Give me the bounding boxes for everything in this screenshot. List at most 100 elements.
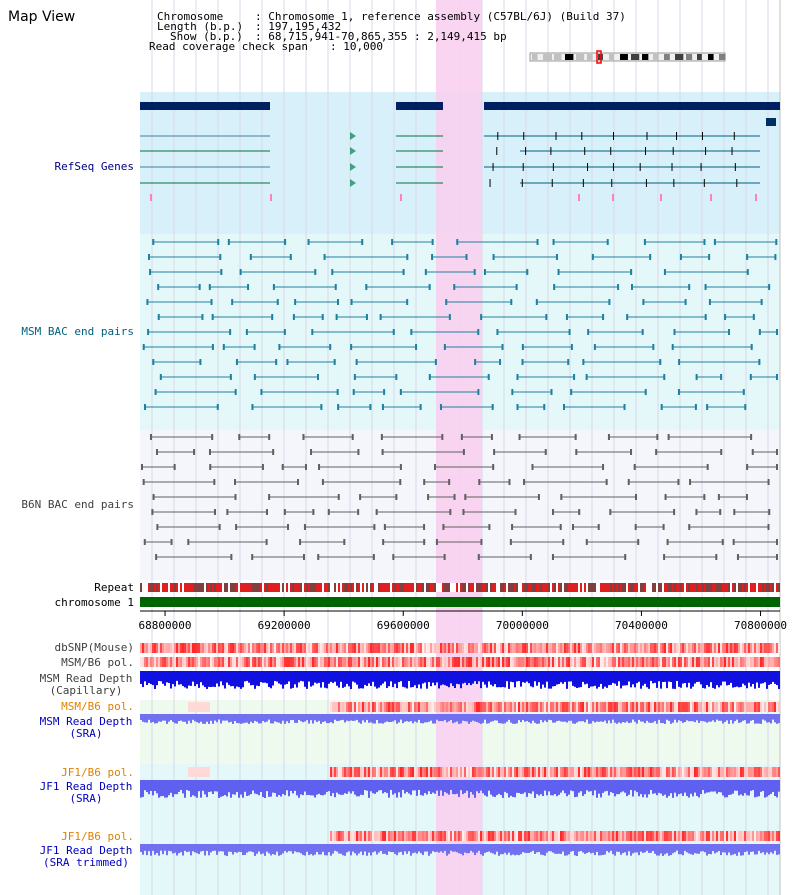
msm-bac-pair-end (253, 344, 256, 350)
msm-pol-sra-heat (516, 702, 518, 712)
jf1-depth-label[interactable]: JF1 Read Depth (SRA) (36, 781, 136, 805)
jf1-depth-bar (592, 780, 594, 796)
repeat-mark (254, 583, 256, 592)
jf1-pol-heat (546, 767, 548, 777)
jf1-depth-trim-bar (170, 844, 172, 852)
jf1-depth-trim-bar (760, 844, 762, 854)
b6n-bac-pair-end (732, 539, 735, 545)
dbsnp-heat (360, 643, 362, 653)
jf1-pol-trim-heat (610, 831, 612, 841)
jf1-depth-trim-bar (522, 844, 524, 853)
msm-depth-sra-bar (260, 714, 262, 724)
msm-depth-sra-bar (166, 714, 168, 724)
dbsnp-heat (558, 643, 560, 653)
msm-depth-sra-bar (696, 714, 698, 721)
msm-bac-track-label[interactable]: MSM BAC end pairs (21, 325, 134, 338)
msm-bac-pair-end (582, 359, 585, 365)
msm-depth-capillary-bar (526, 671, 528, 682)
jf1-depth-bar (352, 780, 354, 792)
msm-depth-sra-bar (516, 714, 518, 724)
b6n-bac-pair-end (281, 464, 284, 470)
jf1-depth-trim-bar (736, 844, 738, 856)
msm-pol-track-label[interactable]: MSM/B6 pol. (61, 656, 134, 669)
jf1-pol-heat (476, 767, 478, 777)
msm-depth-sra-label[interactable]: MSM Read Depth (SRA) (36, 716, 136, 740)
jf1-depth-trim-bar (566, 844, 568, 856)
repeat-mark (230, 583, 232, 592)
dbsnp-heat (534, 643, 536, 653)
msm-pol-heat (416, 657, 418, 667)
repeat-mark (420, 583, 422, 592)
jf1-pol-heat (662, 767, 664, 777)
msm-depth-capillary-bar (744, 671, 746, 686)
msm-pol-sra-heat (382, 702, 384, 712)
repeat-mark (372, 583, 374, 592)
jf1-depth-trim-bar (308, 844, 310, 856)
msm-bac-pair-end (286, 359, 289, 365)
dbsnp-heat (528, 643, 530, 653)
b6n-bac-pair-end (572, 524, 575, 530)
jf1-pol-heat (600, 767, 602, 777)
msm-depth-capillary-bar (536, 671, 538, 686)
b6n-bac-pair-end (302, 434, 305, 440)
dbsnp-heat (330, 643, 332, 653)
msm-pol-heat (414, 657, 416, 667)
msm-depth-capillary-bar (740, 671, 742, 687)
jf1-depth-bar (334, 780, 336, 798)
msm-pol-sra-heat (674, 702, 676, 712)
jf1-depth-bar (730, 780, 732, 795)
msm-depth-capillary-bar (340, 671, 342, 682)
repeat-mark (224, 583, 226, 592)
b6n-bac-track-label[interactable]: B6N BAC end pairs (21, 498, 134, 511)
jf1-pol-trimmed-label[interactable]: JF1/B6 pol. (61, 830, 134, 843)
jf1-depth-trim-bar (420, 844, 422, 854)
repeat-track-label[interactable]: Repeat (94, 581, 134, 594)
dbsnp-heat (448, 643, 450, 653)
msm-bac-pair-end (289, 254, 292, 260)
msm-depth-capillary-label[interactable]: MSM Read Depth (Capillary) (36, 673, 136, 697)
jf1-pol-trim-heat (716, 831, 718, 841)
dbsnp-heat (160, 643, 162, 653)
msm-depth-sra-bar (418, 714, 420, 720)
jf1-depth-trim-bar (418, 844, 420, 852)
jf1-pol-heat (568, 767, 570, 777)
jf1-depth-bar (374, 780, 376, 794)
dbsnp-track-label[interactable]: dbSNP(Mouse) (54, 641, 134, 654)
msm-pol-sra-heat (416, 702, 418, 712)
jf1-pol-label[interactable]: JF1/B6 pol. (61, 766, 134, 779)
msm-depth-capillary-bar (482, 671, 484, 682)
repeat-mark (770, 583, 772, 592)
jf1-pol-trim-heat (472, 831, 474, 841)
chromosome-track-label[interactable]: chromosome 1 (54, 596, 134, 609)
jf1-pol-heat (582, 767, 584, 777)
jf1-depth-bar (298, 780, 300, 798)
jf1-depth-trim-bar (176, 844, 178, 856)
jf1-pol-trim-heat (680, 831, 682, 841)
msm-depth-capillary-bar (770, 671, 772, 685)
jf1-depth-bar (636, 780, 638, 793)
jf1-depth-bar (364, 780, 366, 791)
repeat-mark (240, 583, 242, 592)
msm-bac-pair-end (553, 284, 556, 290)
jf1-pol-trim-heat (670, 831, 672, 841)
jf1-depth-trimmed-label[interactable]: JF1 Read Depth (SRA trimmed) (36, 845, 136, 869)
msm-pol-heat (472, 657, 474, 667)
jf1-depth-trim-bar (482, 844, 484, 856)
refseq-track-label[interactable]: RefSeq Genes (54, 160, 134, 173)
jf1-depth-bar (668, 780, 670, 796)
jf1-depth-trim-bar (602, 844, 604, 855)
jf1-pol-heat (726, 767, 728, 777)
msm-pol-sra-heat (646, 702, 648, 712)
msm-bac-pair-end (276, 299, 279, 305)
jf1-depth-trim-bar (554, 844, 556, 854)
msm-depth-capillary-bar (508, 671, 510, 689)
repeat-mark (516, 583, 518, 592)
jf1-pol-trim-heat (750, 831, 752, 841)
jf1-pol-heat (620, 767, 622, 777)
msm-pol-sra-label[interactable]: MSM/B6 pol. (61, 700, 134, 713)
msm-pol-heat (406, 657, 408, 667)
jf1-pol-heat (438, 767, 440, 777)
repeat-mark (544, 583, 546, 592)
repeat-mark (286, 583, 288, 592)
jf1-depth-trim-bar (370, 844, 372, 856)
